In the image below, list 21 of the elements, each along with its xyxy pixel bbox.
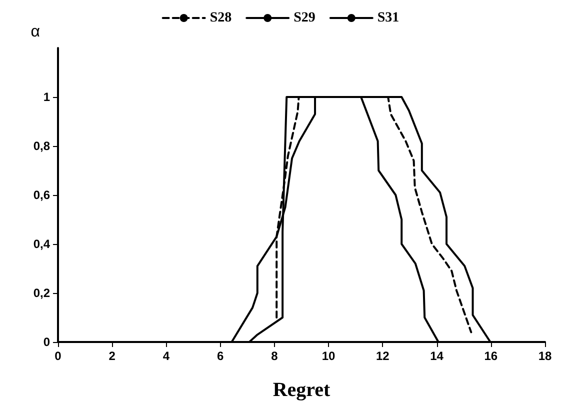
y-tick-label: 0 — [43, 335, 50, 349]
x-tick-label: 14 — [430, 349, 444, 363]
x-tick-label: 12 — [376, 349, 390, 363]
y-tick-label: 0,2 — [33, 286, 50, 300]
x-tick-label: 8 — [271, 349, 278, 363]
x-tick-label: 18 — [538, 349, 552, 363]
legend-label: S29 — [294, 10, 316, 26]
x-tick-label: 16 — [484, 349, 498, 363]
y-tick-label: 0,6 — [33, 188, 50, 202]
y-tick-label: 0,8 — [33, 139, 50, 153]
x-axis-title: Regret — [272, 379, 331, 401]
x-tick-label: 10 — [322, 349, 336, 363]
y-tick-label: 0,4 — [33, 237, 50, 251]
legend-label: S31 — [377, 10, 400, 26]
x-tick-label: 4 — [162, 349, 170, 363]
x-tick-label: 0 — [54, 349, 62, 363]
y-axis-title: α — [30, 24, 40, 40]
y-tick-label: 1 — [43, 90, 50, 104]
legend-label: S28 — [210, 10, 232, 26]
x-tick-label: 6 — [216, 349, 224, 363]
x-tick-label: 2 — [108, 349, 116, 363]
